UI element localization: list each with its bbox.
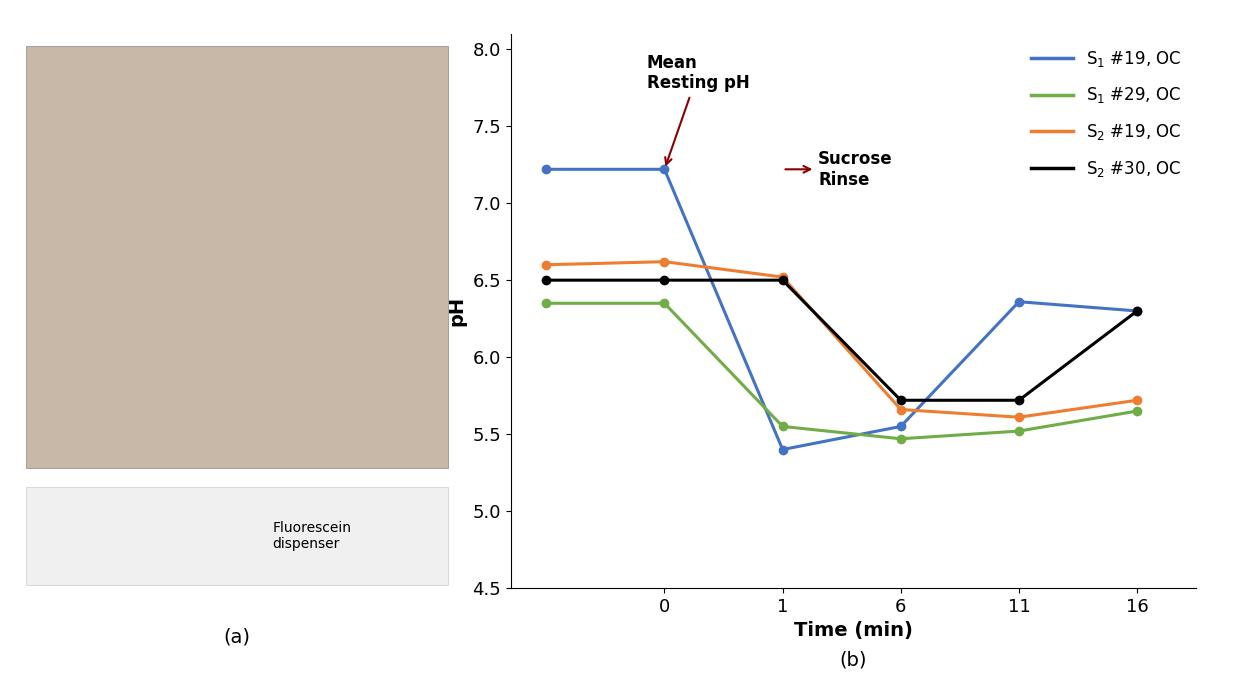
- S2 #30, OC: [893, 396, 908, 404]
- Text: (b): (b): [840, 650, 867, 669]
- S1 #19, OC: [538, 165, 553, 173]
- S2 #19, OC: [893, 406, 908, 414]
- S1 #29, OC: [538, 299, 553, 308]
- S2 #19, OC: [1130, 396, 1145, 404]
- Text: Fluorescein
dispenser: Fluorescein dispenser: [273, 521, 351, 551]
- S1 #29, OC: [1012, 427, 1027, 435]
- S1 #19, OC: [1012, 297, 1027, 306]
- S2 #19, OC: [657, 258, 672, 266]
- S2 #19, OC: [775, 273, 790, 281]
- Text: Mean
Resting pH: Mean Resting pH: [647, 53, 750, 164]
- FancyBboxPatch shape: [26, 487, 447, 585]
- S1 #29, OC: [893, 435, 908, 443]
- S2 #30, OC: [538, 276, 553, 284]
- S2 #19, OC: [1012, 413, 1027, 421]
- S1 #29, OC: [657, 299, 672, 308]
- S2 #30, OC: [657, 276, 672, 284]
- Line: S2 #30, OC: S2 #30, OC: [542, 276, 1141, 404]
- S1 #19, OC: [1130, 307, 1145, 315]
- S2 #30, OC: [775, 276, 790, 284]
- S2 #30, OC: [1130, 307, 1145, 315]
- FancyBboxPatch shape: [26, 46, 447, 468]
- Legend: $\rm S_1$ #19, OC, $\rm S_1$ #29, OC, $\rm S_2$ #19, OC, $\rm S_2$ #30, OC: $\rm S_1$ #19, OC, $\rm S_1$ #29, OC, $\…: [1024, 42, 1187, 185]
- Line: S2 #19, OC: S2 #19, OC: [542, 258, 1141, 421]
- S1 #19, OC: [893, 422, 908, 431]
- S2 #19, OC: [538, 261, 553, 269]
- Text: Sucrose
Rinse: Sucrose Rinse: [785, 150, 892, 189]
- Line: S1 #29, OC: S1 #29, OC: [542, 299, 1141, 443]
- Text: (a): (a): [223, 627, 250, 646]
- S1 #29, OC: [1130, 407, 1145, 415]
- S1 #29, OC: [775, 422, 790, 431]
- S1 #19, OC: [775, 445, 790, 454]
- S2 #30, OC: [1012, 396, 1027, 404]
- S1 #19, OC: [657, 165, 672, 173]
- Y-axis label: pH: pH: [447, 296, 467, 326]
- X-axis label: Time (min): Time (min): [794, 621, 913, 640]
- Line: S1 #19, OC: S1 #19, OC: [542, 165, 1141, 454]
